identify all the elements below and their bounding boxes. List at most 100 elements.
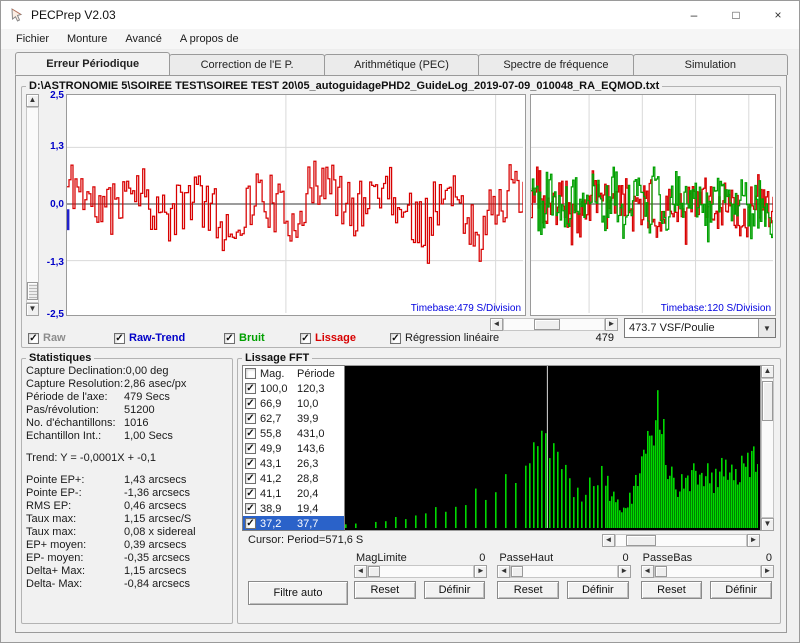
scroll-down-button[interactable]: ▼: [761, 518, 774, 531]
scroll-right-button[interactable]: ►: [474, 565, 487, 578]
scroll-track[interactable]: [654, 565, 761, 578]
stat-label: Pointe EP+:: [26, 474, 124, 487]
define-button[interactable]: Définir: [424, 581, 486, 599]
checkbox-icon[interactable]: ✓: [245, 398, 256, 409]
menu-item-monture[interactable]: Monture: [58, 31, 116, 47]
checkbox-icon[interactable]: ✓: [245, 413, 256, 424]
scroll-thumb[interactable]: [534, 319, 560, 330]
checkbox-icon[interactable]: ✓: [300, 333, 311, 344]
fft-spectrum-chart[interactable]: [345, 365, 761, 531]
fft-vertical-scrollbar[interactable]: ▲ ▼: [761, 365, 776, 531]
tab-erreur-periodique[interactable]: Erreur Périodique: [15, 52, 170, 75]
scroll-right-button[interactable]: ►: [761, 565, 774, 578]
menu-item-avance[interactable]: Avancé: [116, 31, 171, 47]
tab-correction-ep[interactable]: Correction de l'E P.: [169, 54, 324, 75]
scroll-right-button[interactable]: ►: [605, 318, 618, 331]
checkbox-icon[interactable]: ✓: [245, 503, 256, 514]
chart-horizontal-scrollbar[interactable]: ◄ ►: [490, 318, 618, 331]
checkbox-icon[interactable]: ✓: [28, 333, 39, 344]
scroll-thumb[interactable]: [511, 566, 523, 577]
fft-peak-row[interactable]: ✓41,228,8: [243, 471, 344, 486]
fft-peak-row[interactable]: ✓66,910,0: [243, 396, 344, 411]
scroll-right-button[interactable]: ►: [618, 565, 631, 578]
checkbox-icon[interactable]: ✓: [245, 458, 256, 469]
tab-spectre-frequence[interactable]: Spectre de fréquence: [478, 54, 633, 75]
checkbox-icon[interactable]: ✓: [245, 488, 256, 499]
checkbox-icon[interactable]: ✓: [245, 383, 256, 394]
scroll-left-button[interactable]: ◄: [641, 565, 654, 578]
chart-vertical-scrollbar[interactable]: ▲ ▼: [26, 94, 41, 316]
minimize-button[interactable]: –: [673, 1, 715, 29]
scroll-track[interactable]: [26, 107, 39, 303]
scroll-up-button[interactable]: ▲: [26, 94, 39, 107]
stat-row: Echantillon Int.:1,00 Secs: [26, 430, 228, 443]
tab-arithmetique-pec[interactable]: Arithmétique (PEC): [324, 54, 479, 75]
fft-peak-list[interactable]: Mag.Période✓100,0120,3✓66,910,0✓62,739,9…: [242, 365, 345, 531]
reset-button[interactable]: Reset: [641, 581, 703, 599]
scroll-right-button[interactable]: ►: [747, 534, 760, 547]
scroll-thumb[interactable]: [626, 535, 656, 546]
scroll-track[interactable]: [615, 534, 747, 547]
chevron-down-icon[interactable]: ▼: [758, 319, 775, 337]
fft-peak-row[interactable]: ✓37,237,7: [243, 516, 344, 531]
checkbox-icon[interactable]: [245, 368, 256, 379]
tab-simulation[interactable]: Simulation: [633, 54, 788, 75]
check-icon: ✓: [115, 334, 123, 343]
fft-horizontal-scrollbar[interactable]: ◄ ►: [602, 534, 760, 547]
filter-label: PasseHaut: [499, 551, 553, 565]
toggle-label: Raw-Trend: [129, 332, 185, 344]
define-button[interactable]: Définir: [567, 581, 629, 599]
checkbox-icon[interactable]: ✓: [245, 518, 256, 529]
scroll-left-button[interactable]: ◄: [497, 565, 510, 578]
fft-peak-row[interactable]: ✓55,8431,0: [243, 426, 344, 441]
define-button[interactable]: Définir: [710, 581, 772, 599]
checkbox-icon[interactable]: ✓: [245, 473, 256, 484]
vsf-dropdown[interactable]: 473.7 VSF/Poulie ▼: [624, 318, 776, 338]
fft-peak-row[interactable]: ✓38,919,4: [243, 501, 344, 516]
stat-label: No. d'échantillons:: [26, 417, 124, 430]
menu-item-fichier[interactable]: Fichier: [7, 31, 58, 47]
stat-value: -1,36 arcsecs: [124, 487, 190, 500]
checkbox-icon[interactable]: ✓: [114, 333, 125, 344]
scroll-track[interactable]: [510, 565, 617, 578]
fft-peak-row[interactable]: ✓41,120,4: [243, 486, 344, 501]
filter-passe-haut: PasseHaut 0 ◄ ► Reset Définir: [497, 551, 630, 620]
toggle-lissage[interactable]: ✓ Lissage: [300, 332, 390, 344]
scroll-track[interactable]: [761, 378, 774, 518]
fft-peak-row[interactable]: ✓100,0120,3: [243, 381, 344, 396]
scroll-thumb[interactable]: [368, 566, 380, 577]
passe-bas-slider[interactable]: ◄ ►: [641, 565, 774, 578]
scroll-thumb[interactable]: [655, 566, 667, 577]
toggle-raw-trend[interactable]: ✓ Raw-Trend: [114, 332, 224, 344]
scroll-track[interactable]: [503, 318, 605, 331]
close-button[interactable]: ×: [757, 1, 799, 29]
passe-haut-slider[interactable]: ◄ ►: [497, 565, 630, 578]
scroll-left-button[interactable]: ◄: [354, 565, 367, 578]
filter-label: PasseBas: [643, 551, 693, 565]
fft-period-value: 28,8: [297, 473, 318, 485]
fft-peak-row[interactable]: ✓43,126,3: [243, 456, 344, 471]
toggle-bruit[interactable]: ✓ Bruit: [224, 332, 300, 344]
scroll-up-button[interactable]: ▲: [761, 365, 774, 378]
auto-filter-button[interactable]: Filtre auto: [248, 581, 348, 605]
checkbox-icon[interactable]: ✓: [245, 443, 256, 454]
checkbox-icon[interactable]: ✓: [224, 333, 235, 344]
maximize-button[interactable]: □: [715, 1, 757, 29]
scroll-down-button[interactable]: ▼: [26, 303, 39, 316]
fft-mag-value: 49,9: [260, 443, 293, 455]
toggle-raw[interactable]: ✓ Raw: [28, 332, 114, 344]
scroll-left-button[interactable]: ◄: [602, 534, 615, 547]
scroll-track[interactable]: [367, 565, 474, 578]
scroll-thumb[interactable]: [762, 381, 773, 421]
menu-item-a-propos[interactable]: A propos de: [171, 31, 248, 47]
checkbox-icon[interactable]: ✓: [245, 428, 256, 439]
checkbox-icon[interactable]: ✓: [390, 333, 401, 344]
fft-peak-row[interactable]: ✓62,739,9: [243, 411, 344, 426]
toggle-regression-lineaire[interactable]: ✓ Régression linéaire: [390, 332, 499, 344]
mag-limit-slider[interactable]: ◄ ►: [354, 565, 487, 578]
reset-button[interactable]: Reset: [354, 581, 416, 599]
fft-peak-row[interactable]: ✓49,9143,6: [243, 441, 344, 456]
scroll-left-button[interactable]: ◄: [490, 318, 503, 331]
reset-button[interactable]: Reset: [497, 581, 559, 599]
scroll-thumb[interactable]: [27, 282, 38, 300]
